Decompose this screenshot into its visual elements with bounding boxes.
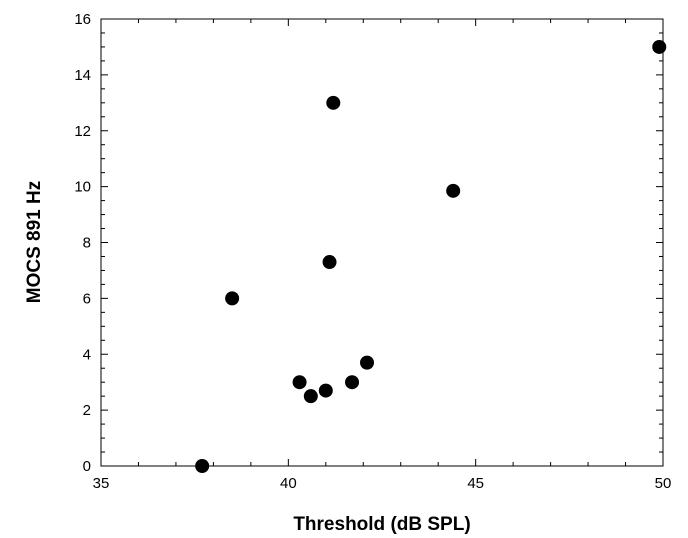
y-tick-label: 2 [83,402,91,419]
axis-ticks [100,18,664,467]
y-tick-label: 16 [74,11,91,28]
x-tick-label: 40 [280,475,297,492]
y-tick-label: 10 [74,179,91,196]
x-tick-label: 35 [93,475,110,492]
y-tick-label: 8 [83,235,91,252]
y-tick-label: 0 [83,458,91,475]
y-tick-label: 6 [83,290,91,307]
scatter-point [345,375,360,390]
scatter-point [326,95,341,110]
plot-frame [100,18,664,467]
axis-tick-labels: 35 40 45 50 0 2 4 6 8 10 12 14 16 [74,11,671,492]
scatter-point [195,459,210,473]
scatter-point [360,355,375,370]
y-axis-label: MOCS 891 Hz [24,181,45,303]
y-tick-label: 12 [74,123,91,140]
scatter-point [322,255,337,270]
scatter-point [292,375,307,390]
x-tick-label: 45 [467,475,484,492]
y-tick-label: 4 [83,346,91,363]
x-axis-label: Threshold (dB SPL) [293,514,470,535]
x-tick-label: 50 [655,475,672,492]
scatter-point [303,389,318,404]
scatter-point [225,291,240,306]
scatter-point [652,39,667,54]
scatter-point [446,183,461,198]
scatter-point [318,383,333,398]
y-tick-label: 14 [74,67,91,84]
data-points [195,39,667,473]
